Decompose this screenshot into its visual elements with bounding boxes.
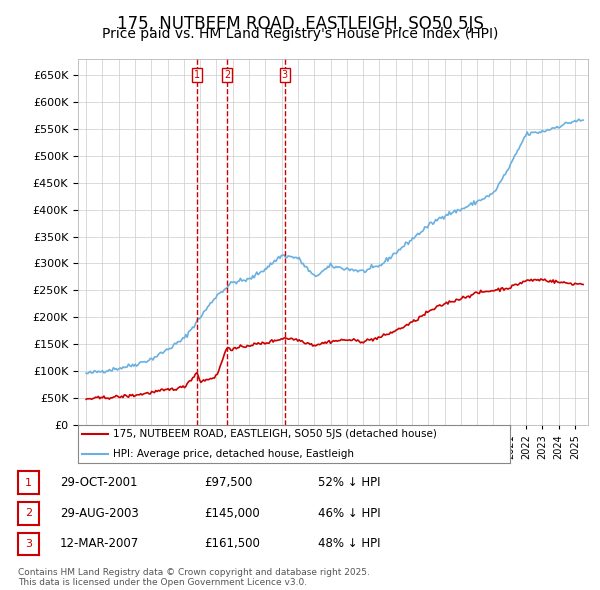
Text: 2: 2 [224,70,230,80]
Text: 1: 1 [194,70,200,80]
Text: Contains HM Land Registry data © Crown copyright and database right 2025.
This d: Contains HM Land Registry data © Crown c… [18,568,370,587]
Text: 29-OCT-2001: 29-OCT-2001 [60,476,137,489]
Text: HPI: Average price, detached house, Eastleigh: HPI: Average price, detached house, East… [113,448,353,458]
Text: Price paid vs. HM Land Registry's House Price Index (HPI): Price paid vs. HM Land Registry's House … [102,27,498,41]
Text: £161,500: £161,500 [204,537,260,550]
Text: 52% ↓ HPI: 52% ↓ HPI [318,476,380,489]
Text: £97,500: £97,500 [204,476,253,489]
Text: 2: 2 [25,509,32,518]
Text: 3: 3 [282,70,288,80]
Text: £145,000: £145,000 [204,507,260,520]
Text: 1: 1 [25,478,32,487]
Text: 12-MAR-2007: 12-MAR-2007 [60,537,139,550]
Text: 46% ↓ HPI: 46% ↓ HPI [318,507,380,520]
Text: 175, NUTBEEM ROAD, EASTLEIGH, SO50 5JS (detached house): 175, NUTBEEM ROAD, EASTLEIGH, SO50 5JS (… [113,430,436,440]
Text: 175, NUTBEEM ROAD, EASTLEIGH, SO50 5JS: 175, NUTBEEM ROAD, EASTLEIGH, SO50 5JS [116,15,484,33]
Text: 29-AUG-2003: 29-AUG-2003 [60,507,139,520]
Text: 48% ↓ HPI: 48% ↓ HPI [318,537,380,550]
Text: 3: 3 [25,539,32,549]
